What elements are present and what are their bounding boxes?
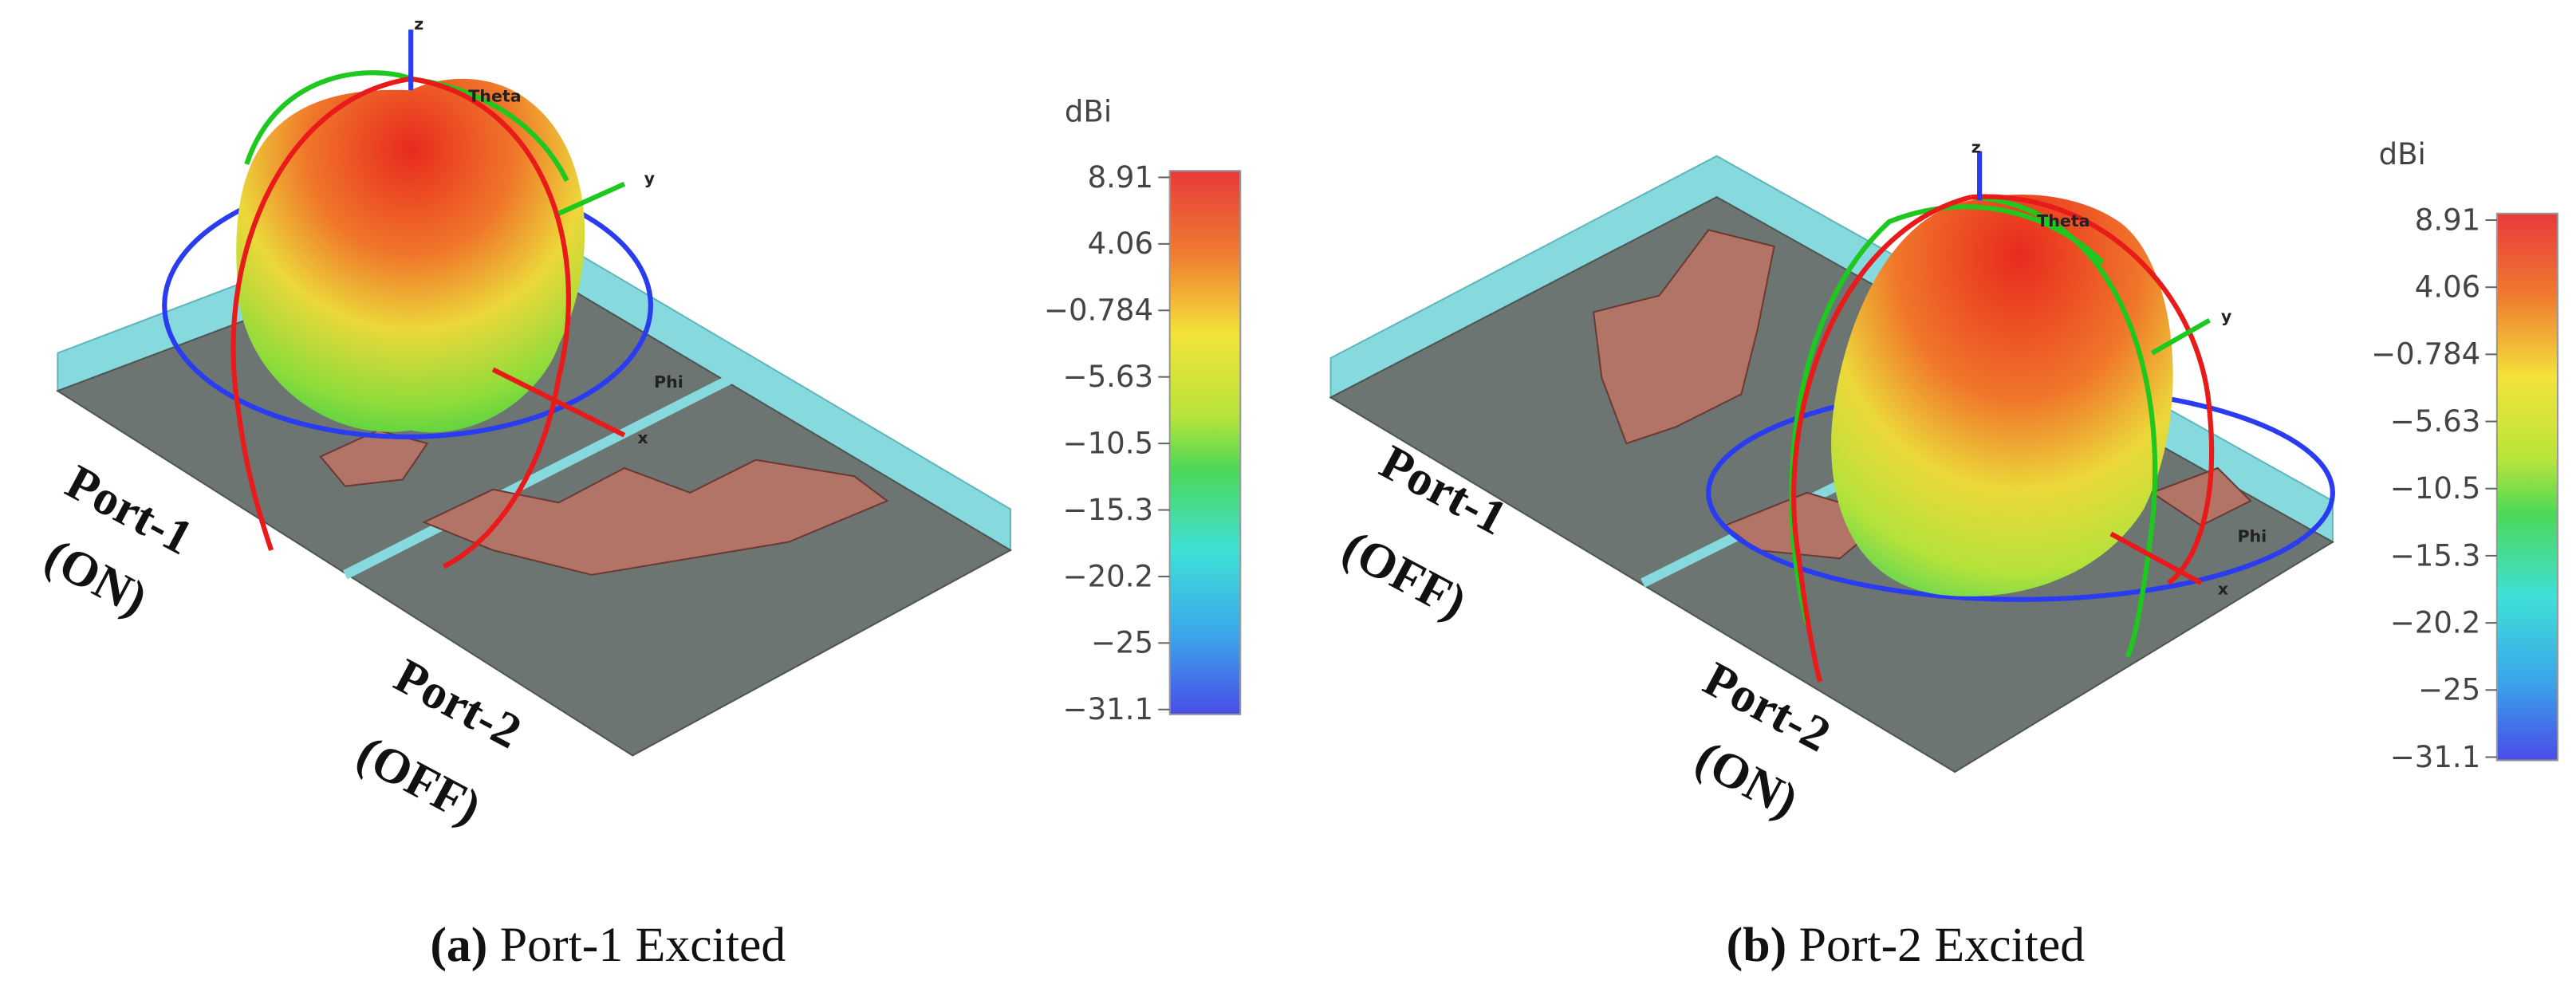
colorbar-tick-label: −10.5 — [1063, 426, 1154, 460]
axis-label: Theta — [468, 87, 521, 106]
axis-label: z — [414, 14, 423, 33]
colorbar-tick-label: −0.784 — [2371, 337, 2480, 372]
axis-label: Phi — [2237, 527, 2267, 546]
colorbar-tick-label: 4.06 — [1088, 226, 1154, 261]
colorbar-unit: dBi — [1065, 94, 1112, 128]
theta-circle — [1971, 195, 2158, 659]
colorbar-tick-label: −0.784 — [1044, 293, 1153, 328]
scene-a: z y x Theta Phi Port-1 (ON) Port-2 (OFF) — [36, 14, 1013, 835]
colorbar-tick-label: −15.3 — [1063, 493, 1154, 527]
caption: (b) Port-2 Excited — [1727, 918, 2086, 972]
colorbar-b: dBi 8.91 4.06 −0.784 −5.63 −10.5 −15.3 −20.2 −2… — [2371, 137, 2559, 774]
theta-circle — [1971, 194, 2215, 585]
colorbar-tick-label: −31.1 — [2390, 740, 2481, 774]
colorbar — [1168, 170, 1242, 715]
colorbar-tick-label: −31.1 — [1063, 692, 1154, 726]
x-axis — [2109, 531, 2203, 585]
patch — [2150, 466, 2252, 527]
colorbar-tick-label: 8.91 — [2415, 203, 2481, 237]
colorbar-a: dBi 8.91 4.06 −0.784 −5.63 −10.5 −15.3 −20.2 −2… — [1044, 94, 1242, 726]
caption-label: (a) — [430, 918, 487, 972]
radiation-lobe — [236, 78, 585, 433]
caption-label: (b) — [1727, 918, 1787, 972]
colorbar-tick-label: 8.91 — [1088, 160, 1154, 195]
y-axis — [557, 181, 626, 216]
colorbar-tick-label: −20.2 — [1063, 559, 1154, 593]
theta-circle — [410, 76, 571, 569]
colorbar-tick-label: −15.3 — [2390, 538, 2481, 573]
colorbar-tick-label: −25 — [2418, 673, 2480, 707]
colorbar-unit: dBi — [2379, 137, 2426, 171]
scene-b: z y x Theta Phi Port-1 (OFF) Port-2 (ON) — [1329, 138, 2335, 829]
colorbar — [2495, 212, 2559, 762]
axis-label: Theta — [2037, 211, 2090, 230]
theta-circle — [230, 76, 412, 551]
caption-text: Port-1 Excited — [500, 918, 786, 972]
x-axis — [491, 367, 626, 438]
radiation-lobe — [1831, 195, 2173, 596]
colorbar-tick-label: −5.63 — [2390, 404, 2481, 439]
patch — [1592, 229, 1775, 445]
colorbar-tick-label: −10.5 — [2390, 471, 2481, 506]
axis-label: y — [644, 169, 656, 188]
axis-label: Phi — [654, 372, 683, 392]
theta-circle — [1791, 195, 1972, 683]
caption-text: Port-2 Excited — [1799, 918, 2086, 972]
patch — [422, 459, 889, 576]
divider — [342, 370, 742, 580]
axis-label: z — [1971, 138, 1981, 157]
axis-label: x — [637, 428, 648, 447]
colorbar-tick-label: −5.63 — [1063, 360, 1154, 394]
y-axis — [2150, 317, 2211, 356]
caption: (a) Port-1 Excited — [430, 918, 786, 972]
colorbar-tick-label: −20.2 — [2390, 605, 2481, 640]
colorbar-tick-label: 4.06 — [2415, 270, 2481, 305]
port-state: (OFF) — [1333, 521, 1475, 630]
colorbar-tick-label: −25 — [1091, 626, 1153, 660]
port-state: (OFF) — [349, 726, 490, 835]
axis-label: y — [2221, 307, 2232, 326]
axis-label: x — [2218, 580, 2228, 599]
